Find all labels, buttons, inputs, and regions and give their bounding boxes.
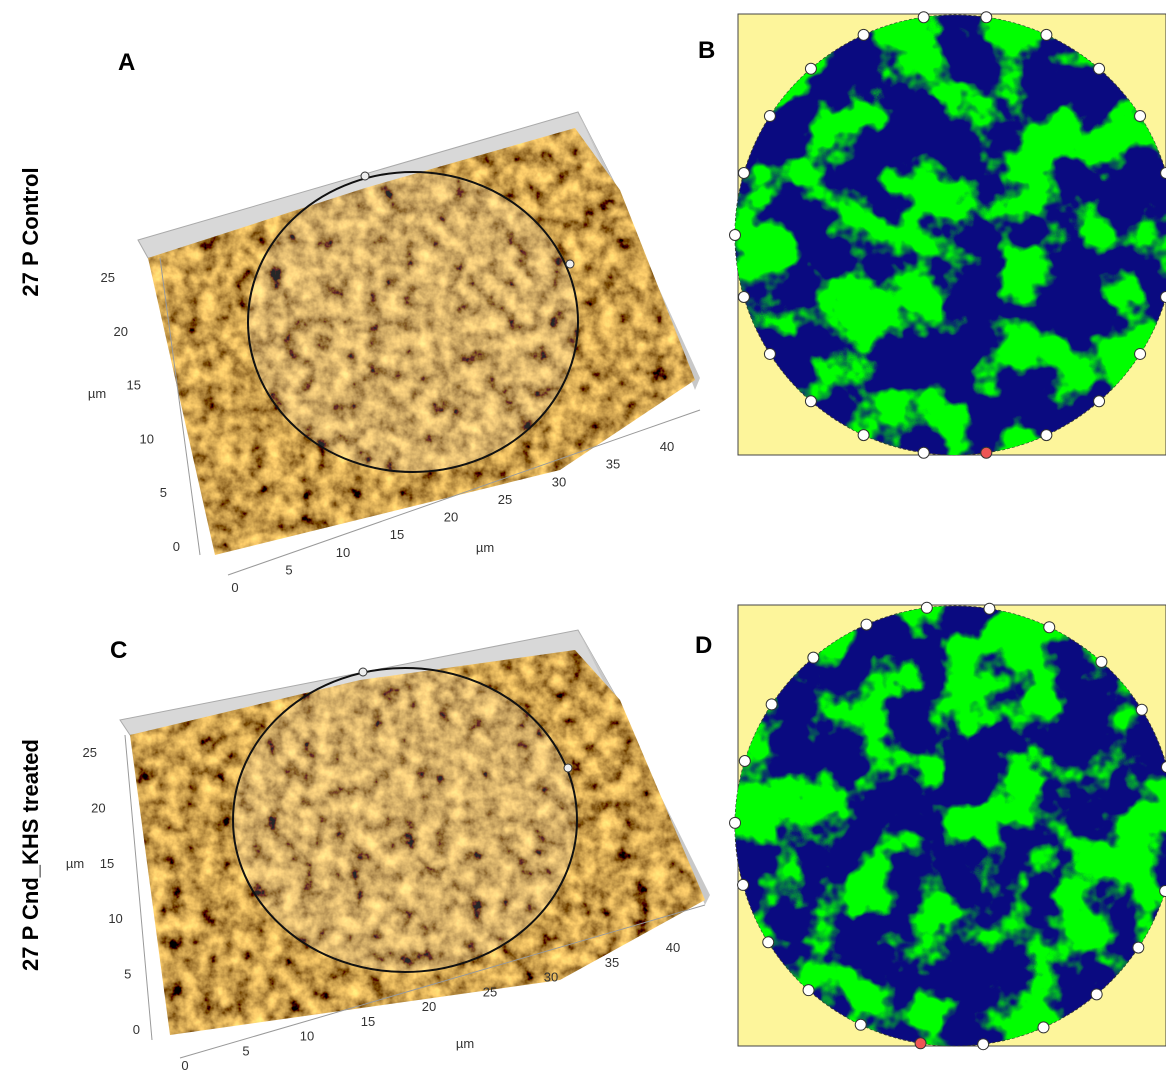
z-tick-label: 5	[124, 967, 131, 982]
x-tick-label: 5	[285, 562, 292, 577]
handle	[1096, 656, 1107, 667]
x-tick-label: 20	[422, 999, 436, 1014]
x-tick-label: 10	[300, 1029, 314, 1044]
handle	[805, 396, 816, 407]
handle	[764, 348, 775, 359]
handle	[1094, 63, 1105, 74]
handle	[1160, 886, 1166, 897]
panel-label: A	[118, 49, 135, 76]
handle	[858, 430, 869, 441]
handle	[739, 755, 750, 766]
handle	[730, 817, 741, 828]
x-axis-unit: µm	[456, 1036, 474, 1051]
x-tick-label: 15	[390, 527, 404, 542]
z-tick-label: 25	[83, 745, 97, 760]
handle	[984, 603, 995, 614]
z-tick-label: 0	[133, 1022, 140, 1037]
z-tick-label: 15	[127, 378, 141, 393]
x-tick-label: 10	[336, 545, 350, 560]
handle	[1091, 989, 1102, 1000]
panel-label: B	[698, 37, 715, 64]
handle	[738, 291, 749, 302]
handle	[738, 879, 749, 890]
surface-a	[138, 112, 700, 575]
x-tick-label: 25	[498, 492, 512, 507]
row-label: 27 P Control	[18, 167, 43, 296]
handle	[1135, 111, 1146, 122]
handle	[921, 602, 932, 613]
handle	[981, 447, 992, 458]
handle	[1041, 29, 1052, 40]
panel-label: D	[695, 632, 712, 659]
x-tick-label: 35	[605, 955, 619, 970]
z-tick-label: 20	[114, 324, 128, 339]
handle	[855, 1019, 866, 1030]
panel-label: C	[110, 637, 127, 664]
x-tick-label: 5	[242, 1043, 249, 1058]
x-tick-label: 40	[666, 940, 680, 955]
handle	[730, 230, 741, 241]
surface-c	[120, 630, 710, 1058]
handle	[981, 12, 992, 23]
handle	[1041, 430, 1052, 441]
z-tick-label: 20	[91, 800, 105, 815]
x-tick-label: 20	[444, 510, 458, 525]
z-axis-unit: µm	[66, 856, 84, 871]
handle	[763, 937, 774, 948]
segmentation-d	[735, 605, 1166, 1046]
x-tick-label: 0	[231, 580, 238, 595]
handle	[1038, 1022, 1049, 1033]
x-tick-label: 15	[361, 1014, 375, 1029]
handle	[978, 1039, 989, 1050]
handle	[738, 168, 749, 179]
z-tick-label: 25	[101, 270, 115, 285]
handle	[1044, 622, 1055, 633]
handle	[1094, 396, 1105, 407]
z-tick-label: 0	[173, 539, 180, 554]
x-tick-label: 25	[483, 984, 497, 999]
handle	[764, 111, 775, 122]
figure: A B C D 27 P Control 27 P Cnd_KHS treate…	[0, 0, 1166, 1075]
z-tick-label: 5	[160, 485, 167, 500]
x-tick-label: 30	[552, 474, 566, 489]
handle	[858, 29, 869, 40]
handle	[805, 63, 816, 74]
handle	[803, 985, 814, 996]
x-tick-label: 30	[544, 970, 558, 985]
handle	[808, 652, 819, 663]
z-tick-label: 10	[108, 911, 122, 926]
x-axis-unit: µm	[476, 540, 494, 555]
z-tick-label: 15	[100, 856, 114, 871]
segmentation-b	[735, 14, 1166, 455]
x-tick-label: 0	[181, 1058, 188, 1073]
handle	[1133, 942, 1144, 953]
handle	[918, 447, 929, 458]
handle	[915, 1038, 926, 1049]
row-label: 27 P Cnd_KHS treated	[18, 739, 43, 971]
handle	[1135, 348, 1146, 359]
x-tick-label: 35	[606, 457, 620, 472]
handle	[766, 699, 777, 710]
handle	[1136, 704, 1147, 715]
z-axis-unit: µm	[88, 386, 106, 401]
x-tick-label: 40	[660, 439, 674, 454]
handle	[861, 619, 872, 630]
handle	[918, 12, 929, 23]
z-tick-label: 10	[140, 431, 154, 446]
